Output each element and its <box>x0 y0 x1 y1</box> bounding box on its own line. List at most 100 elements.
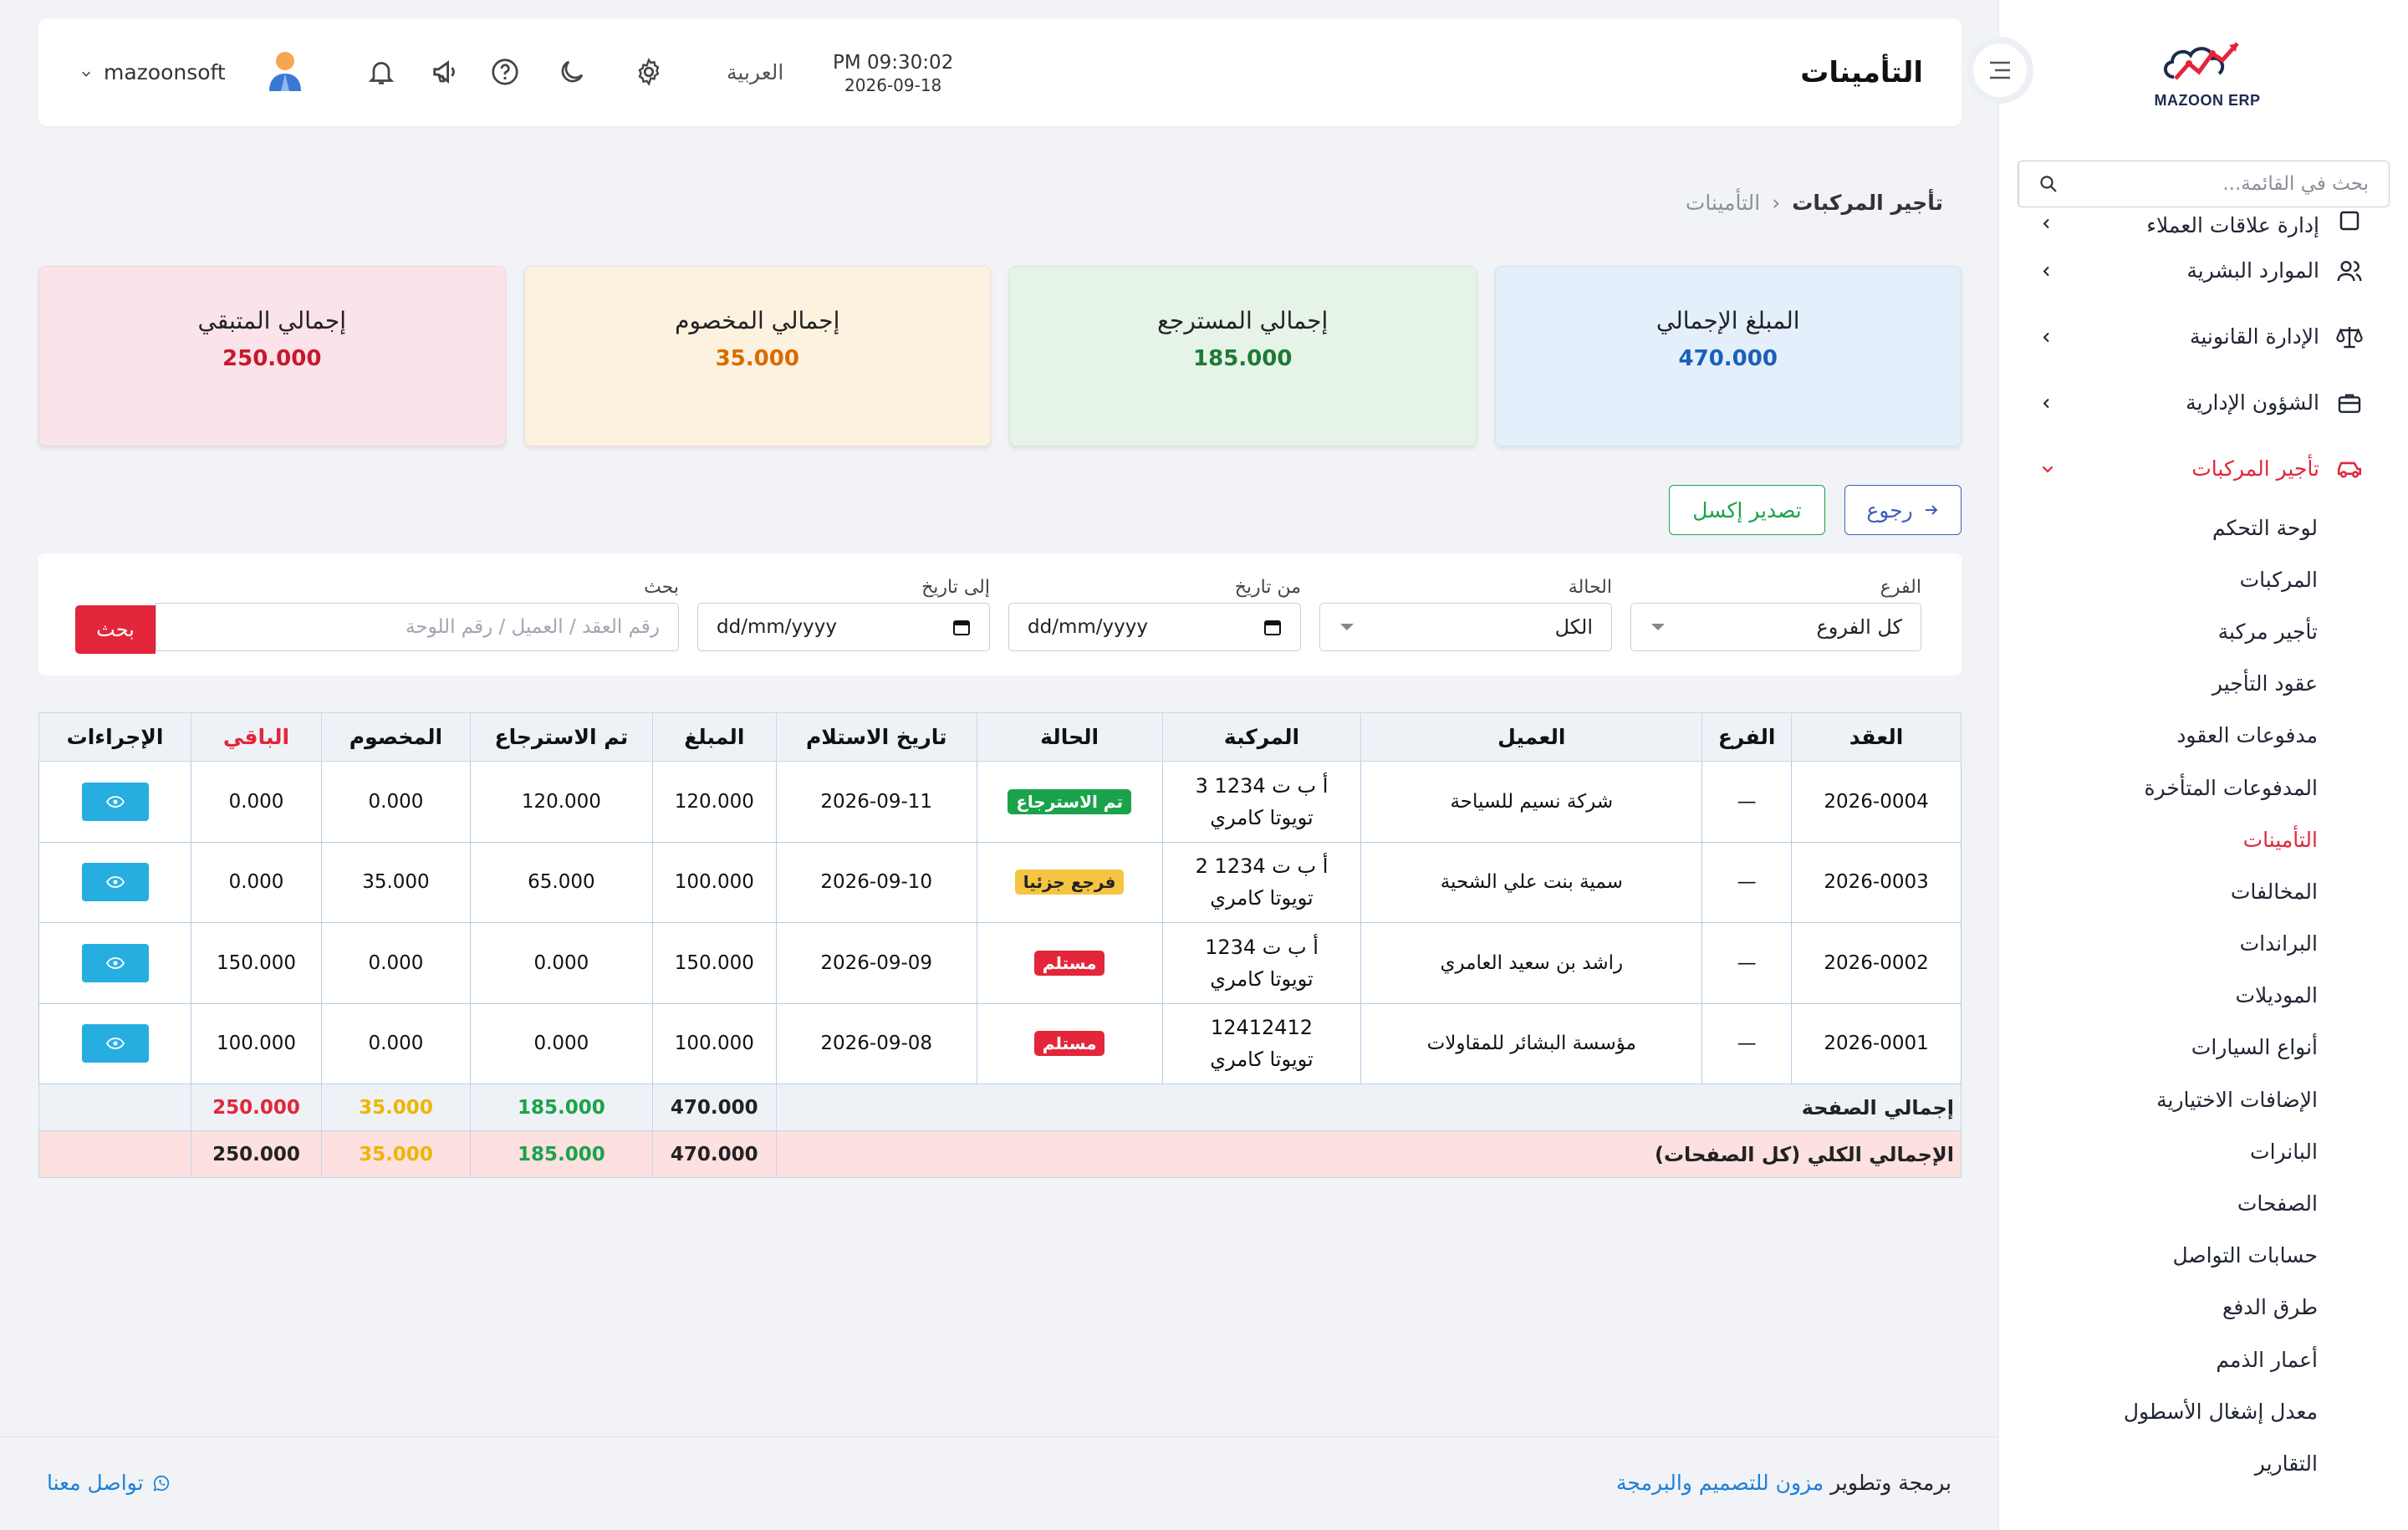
cell-contract: 2026-0004 <box>1791 761 1962 843</box>
eye-icon <box>105 956 125 969</box>
sidebar-item-hr[interactable]: الموارد البشرية <box>1999 237 2408 303</box>
gear-icon[interactable] <box>630 54 667 90</box>
export-excel-button[interactable]: تصدير إكسل <box>1669 485 1825 535</box>
sidebar-item-crm[interactable]: إدارة علاقات العملاء <box>1999 209 2408 237</box>
breadcrumb-separator: ‹ <box>1772 191 1781 215</box>
sidebar-subitem[interactable]: لوحة التحكم <box>2212 515 2318 540</box>
filter-to-date: إلى تاريخ dd/mm/yyyy <box>697 577 990 651</box>
sidebar-subitem[interactable]: المخالفات <box>2230 879 2318 904</box>
sidebar-subitem[interactable]: الصفحات <box>2237 1191 2318 1216</box>
table-row[interactable]: 2026-0004— شركة نسيم للسياحة أ ب ت 1234 3 ت… <box>38 761 1962 843</box>
status-select[interactable]: الكل <box>1319 603 1612 651</box>
sidebar-subitem[interactable]: البانرات <box>2250 1139 2318 1164</box>
sidebar-subitem[interactable]: المدفوعات المتأخرة <box>2144 775 2318 800</box>
megaphone-icon[interactable] <box>428 54 465 90</box>
help-icon[interactable] <box>487 54 523 90</box>
col-contract[interactable]: العقد <box>1791 712 1962 762</box>
table-row[interactable]: 2026-0002— راشد بن سعيد العامري أ ب ت 1234… <box>38 922 1962 1004</box>
footer-company-link[interactable]: مزون للتصميم والبرمجة <box>1616 1471 1824 1495</box>
calendar-icon[interactable] <box>1263 618 1282 636</box>
cell-refunded: 65.000 <box>469 841 653 923</box>
sidebar-search-input[interactable] <box>2077 161 2389 207</box>
sidebar-subitem[interactable]: التقارير <box>2254 1451 2318 1476</box>
vehicle-plate: أ ب ت 1234 <box>1205 935 1319 959</box>
sidebar-subitem[interactable]: الإضافات الاختيارية <box>2156 1087 2318 1112</box>
sidebar-search[interactable] <box>2018 161 2390 207</box>
sidebar-subitem[interactable]: طرق الدفع <box>2222 1295 2318 1320</box>
cell-remaining: 0.000 <box>191 761 322 843</box>
search-icon[interactable] <box>2018 161 2077 207</box>
cell-client: شركة نسيم للسياحة <box>1360 761 1703 843</box>
col-deducted[interactable]: المخصوم <box>320 712 471 762</box>
sidebar-item-admin[interactable]: الشؤون الإدارية <box>1999 370 2408 436</box>
table-row[interactable]: 2026-0003— سمية بنت علي الشحية أ ب ت 1234 … <box>38 841 1962 923</box>
sidebar-subitem[interactable]: البراندات <box>2239 931 2318 956</box>
view-button[interactable] <box>81 943 149 982</box>
view-button[interactable] <box>81 863 149 902</box>
card-total-amount: المبلغ الإجمالي 470.000 <box>1494 266 1962 446</box>
sidebar-item-vehicle-rental[interactable]: تأجير المركبات <box>1999 436 2408 502</box>
sidebar-subitem[interactable]: التأمينات <box>2242 827 2318 852</box>
view-button[interactable] <box>81 782 149 821</box>
from-date-input[interactable]: dd/mm/yyyy <box>1008 603 1301 651</box>
contact-us-link[interactable]: تواصل معنا <box>47 1471 171 1495</box>
sidebar-subitem[interactable]: تأجير مركبة <box>2217 619 2318 644</box>
clock-time: PM 09:30:02 <box>833 52 954 74</box>
breadcrumb-current[interactable]: تأجير المركبات <box>1792 191 1943 215</box>
col-remaining[interactable]: الباقي <box>191 712 322 762</box>
language-switch[interactable]: العربية <box>727 60 784 84</box>
chevron-left-icon <box>2040 212 2053 236</box>
search-button[interactable]: بحث <box>75 605 156 654</box>
cell-refunded: 120.000 <box>469 761 653 843</box>
sidebar-subitem[interactable]: أعمار الذمم <box>2216 1347 2318 1372</box>
col-branch[interactable]: الفرع <box>1701 712 1793 762</box>
branch-select[interactable]: كل الفروع <box>1630 603 1921 651</box>
sidebar-subitem[interactable]: عقود التأجير <box>2212 671 2318 696</box>
table-row[interactable]: 2026-0001— مؤسسة البشائر للمقاولات 1241241… <box>38 1002 1962 1084</box>
cell-client: مؤسسة البشائر للمقاولات <box>1360 1002 1703 1084</box>
col-status[interactable]: الحالة <box>976 712 1163 762</box>
eye-icon <box>105 876 125 889</box>
status-badge: مستلم <box>1033 950 1105 976</box>
sidebar-menu: إدارة علاقات العملاء الموارد البشرية الإ… <box>1999 209 2408 1490</box>
card-value: 250.000 <box>222 346 322 371</box>
filter-label: الحالة <box>1568 577 1612 598</box>
cell-branch: — <box>1701 1002 1793 1084</box>
sidebar-subitem[interactable]: المركبات <box>2239 567 2318 592</box>
view-button[interactable] <box>81 1024 149 1063</box>
sidebar-item-legal[interactable]: الإدارة القانونية <box>1999 303 2408 370</box>
sidebar-subitem[interactable]: معدل إشغال الأسطول <box>2123 1399 2318 1424</box>
moon-icon[interactable] <box>554 54 590 90</box>
caret-down-icon <box>1340 624 1354 630</box>
back-button[interactable]: رجوع <box>1844 485 1962 535</box>
briefcase-icon <box>2333 386 2366 420</box>
sidebar-toggle-button[interactable] <box>1967 37 2033 104</box>
page-total-deducted: 35.000 <box>320 1084 471 1131</box>
eye-icon <box>105 795 125 808</box>
calendar-icon[interactable] <box>952 618 971 636</box>
sidebar-subitem[interactable]: مدفوعات العقود <box>2176 723 2318 748</box>
sidebar-item-label: الشؤون الإدارية <box>2186 390 2319 415</box>
sidebar-subitem[interactable]: حسابات التواصل <box>2172 1243 2318 1268</box>
avatar <box>266 49 304 96</box>
filter-label: بحث <box>644 577 679 598</box>
chevron-left-icon <box>2040 258 2053 283</box>
sidebar-item-label: تأجير المركبات <box>2191 456 2319 481</box>
to-date-input[interactable]: dd/mm/yyyy <box>697 603 990 651</box>
breadcrumb: تأجير المركبات ‹ التأمينات <box>1686 191 1943 215</box>
col-vehicle[interactable]: المركبة <box>1161 712 1362 762</box>
col-client[interactable]: العميل <box>1360 712 1703 762</box>
vehicle-plate: 12412412 <box>1210 1016 1314 1040</box>
cell-vehicle: أ ب ت 1234 تويوتا كامري <box>1161 922 1362 1004</box>
cell-received-date: 2026-09-10 <box>775 841 977 923</box>
user-menu[interactable]: mazoonsoft <box>80 18 304 126</box>
sidebar-subitem[interactable]: الموديلات <box>2235 983 2318 1008</box>
bell-icon[interactable] <box>363 54 400 90</box>
search-input[interactable]: رقم العقد / العميل / رقم اللوحة <box>156 603 679 651</box>
vehicle-plate: أ ب ت 1234 2 <box>1195 854 1329 879</box>
col-received-date[interactable]: تاريخ الاستلام <box>775 712 977 762</box>
col-amount[interactable]: المبلغ <box>651 712 777 762</box>
app-logo[interactable]: MAZOON ERP <box>2128 32 2287 115</box>
sidebar-subitem[interactable]: أنواع السيارات <box>2191 1035 2318 1060</box>
col-refunded[interactable]: تم الاسترجاع <box>469 712 653 762</box>
